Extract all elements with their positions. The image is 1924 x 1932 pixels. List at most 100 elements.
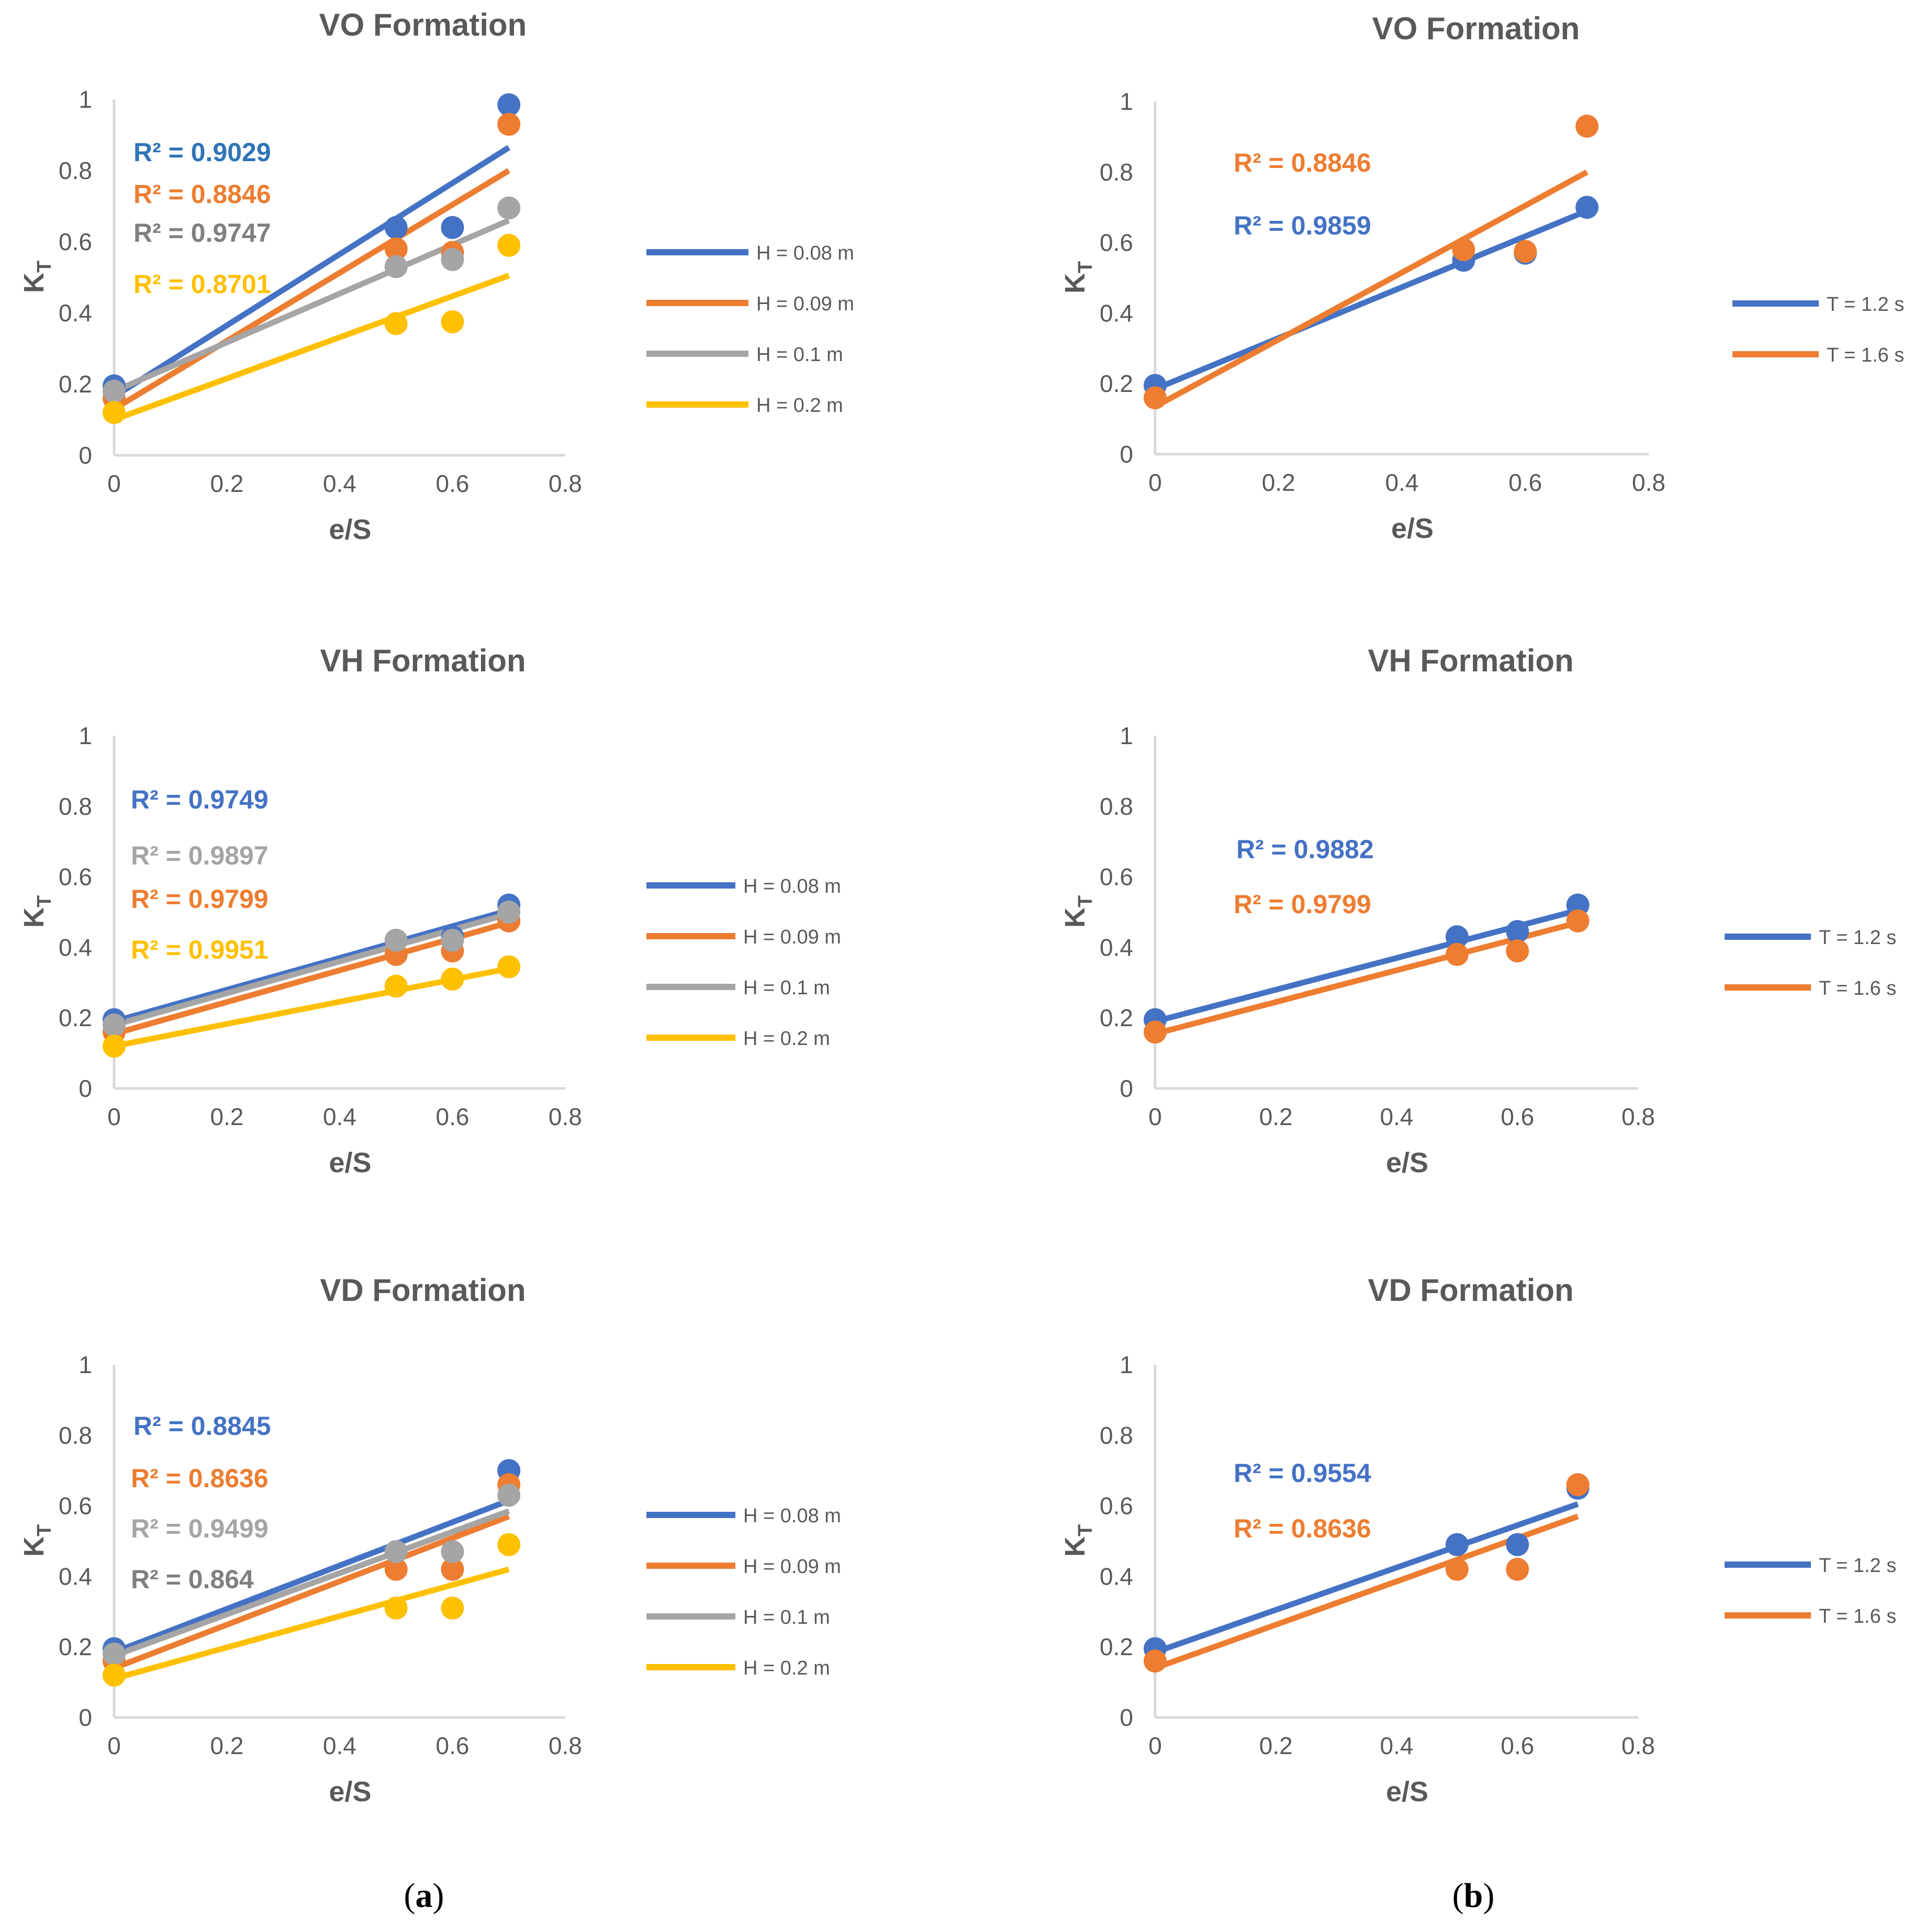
data-point-yellow [103, 1664, 126, 1687]
chart-1: VO Formation 0 0.2 0.4 0.6 0.8 1 0 0.2 0.4 0.6 0.8 e… [18, 7, 854, 545]
data-point-yellow [441, 1597, 464, 1620]
x-tick-label: 0.8 [1621, 1103, 1655, 1130]
data-point-gray [497, 196, 521, 220]
r-squared-label: R² = 0.9897 [131, 841, 269, 870]
trendline-blue [1154, 208, 1589, 392]
data-point-orange [1506, 939, 1529, 963]
trendline-orange [113, 168, 511, 412]
y-tick-label: 0.4 [59, 1563, 92, 1590]
data-point-orange [384, 1557, 408, 1581]
y-axis-label: KT [1059, 261, 1097, 294]
x-tick-label: 0.8 [1621, 1732, 1655, 1759]
data-point-gray [103, 1642, 126, 1666]
legend-label: H = 0.09 m [743, 926, 841, 948]
data-point-gray [441, 248, 464, 271]
y-axis-label: KT [18, 1524, 55, 1557]
chart-title: VO Formation [1372, 11, 1580, 46]
y-tick-label: 0.2 [59, 1004, 92, 1031]
x-tick-label: 0.2 [1259, 1732, 1293, 1759]
r-squared-label: R² = 0.8846 [1234, 148, 1371, 177]
data-point-yellow [384, 312, 408, 335]
legend-label: H = 0.1 m [743, 1607, 830, 1628]
data-point-yellow [497, 955, 521, 979]
data-point-blue [441, 216, 464, 239]
data-point-gray [384, 928, 408, 952]
legend-label: T = 1.6 s [1819, 978, 1896, 999]
y-tick-label: 0.2 [59, 1633, 92, 1660]
data-point-gray [497, 1484, 521, 1507]
y-tick-label: 1 [1120, 722, 1133, 749]
x-tick-label: 0.2 [210, 470, 244, 497]
y-tick-label: 0.6 [1100, 1492, 1133, 1520]
y-tick-label: 0.2 [1100, 1633, 1133, 1660]
legend-label: H = 0.08 m [756, 242, 854, 264]
x-tick-label: 0.6 [1508, 469, 1542, 496]
r-squared-label: R² = 0.9499 [131, 1514, 269, 1543]
trendline-orange [1154, 169, 1589, 409]
y-tick-label: 0.8 [1100, 793, 1133, 820]
r-squared-label: R² = 0.9554 [1234, 1458, 1371, 1488]
data-point-blue [497, 93, 521, 117]
data-point-blue [384, 216, 408, 239]
x-tick-label: 0.4 [1380, 1732, 1414, 1759]
data-point-blue [1445, 1533, 1469, 1556]
y-tick-label: 0.6 [1100, 863, 1133, 891]
x-tick-label: 0 [107, 1732, 121, 1759]
legend-label: H = 0.2 m [743, 1028, 830, 1050]
y-tick-label: 0.4 [1100, 299, 1133, 327]
data-point-yellow [497, 233, 521, 257]
legend-label: H = 0.1 m [756, 344, 843, 366]
x-tick-label: 0.4 [323, 1732, 356, 1759]
y-tick-label: 0 [1120, 441, 1133, 468]
y-tick-label: 0.6 [59, 228, 92, 255]
chart-3: VH Formation 0 0.2 0.4 0.6 0.8 1 0 0.2 0.4 0.6 0.8 e… [18, 643, 841, 1178]
panel-label-a: (a) [404, 1877, 444, 1915]
data-point-yellow [497, 1533, 521, 1556]
trendline-blue [1154, 1501, 1579, 1655]
y-axis-label: KT [1059, 895, 1097, 928]
legend-label: T = 1.2 s [1819, 927, 1896, 949]
data-point-gray [384, 255, 408, 278]
data-point-blue [1575, 196, 1599, 219]
r-squared-label: R² = 0.864 [131, 1565, 254, 1594]
r-squared-label: R² = 0.8845 [133, 1411, 271, 1441]
data-point-yellow [103, 1035, 126, 1058]
chart-title: VD Formation [1368, 1273, 1573, 1308]
y-tick-label: 1 [79, 1351, 92, 1378]
x-axis-label: e/S [1386, 1776, 1428, 1807]
x-axis-label: e/S [329, 1147, 371, 1178]
data-point-yellow [103, 401, 126, 424]
data-point-gray [103, 379, 126, 403]
data-point-orange [1144, 1649, 1167, 1673]
chart-2: VO Formation 0 0.2 0.4 0.6 0.8 1 0 0.2 0.4 0.6 0.8 e… [1059, 11, 1904, 544]
x-tick-label: 0.6 [1501, 1103, 1534, 1130]
x-axis-label: e/S [1391, 513, 1434, 544]
legend-label: H = 0.1 m [743, 977, 830, 999]
y-tick-label: 1 [79, 86, 92, 113]
chart-5: VD Formation 0 0.2 0.4 0.6 0.8 1 0 0.2 0.4 0.6 0.8 e… [18, 1273, 841, 1807]
data-point-yellow [384, 1597, 408, 1620]
data-point-orange [1575, 115, 1599, 138]
y-tick-label: 0.2 [59, 370, 92, 398]
r-squared-label: R² = 0.8636 [1234, 1514, 1371, 1543]
trendline-orange [1154, 919, 1579, 1037]
legend-label: H = 0.09 m [756, 293, 854, 315]
legend-label: H = 0.08 m [743, 1505, 841, 1527]
x-tick-label: 0 [107, 1103, 121, 1130]
chart-4: VH Formation 0 0.2 0.4 0.6 0.8 1 0 0.2 0.4 0.6 0.8 e… [1059, 643, 1896, 1178]
y-tick-label: 0.4 [1100, 934, 1133, 961]
data-point-orange [1144, 386, 1167, 410]
y-tick-label: 0.4 [1100, 1563, 1133, 1590]
data-point-gray [441, 928, 464, 952]
r-squared-label: R² = 0.9882 [1236, 835, 1374, 864]
trendline-yellow [113, 273, 510, 423]
chart-6: VD Formation 0 0.2 0.4 0.6 0.8 1 0 0.2 0.4 0.6 0.8 e… [1059, 1273, 1896, 1807]
chart-title: VH Formation [1368, 643, 1573, 678]
r-squared-label: R² = 0.8846 [133, 179, 271, 209]
r-squared-label: R² = 0.9859 [1234, 211, 1371, 240]
data-point-orange [1566, 909, 1590, 933]
trendline-blue [113, 907, 510, 1025]
y-tick-label: 0 [79, 1704, 92, 1731]
data-point-orange [1445, 1557, 1469, 1581]
